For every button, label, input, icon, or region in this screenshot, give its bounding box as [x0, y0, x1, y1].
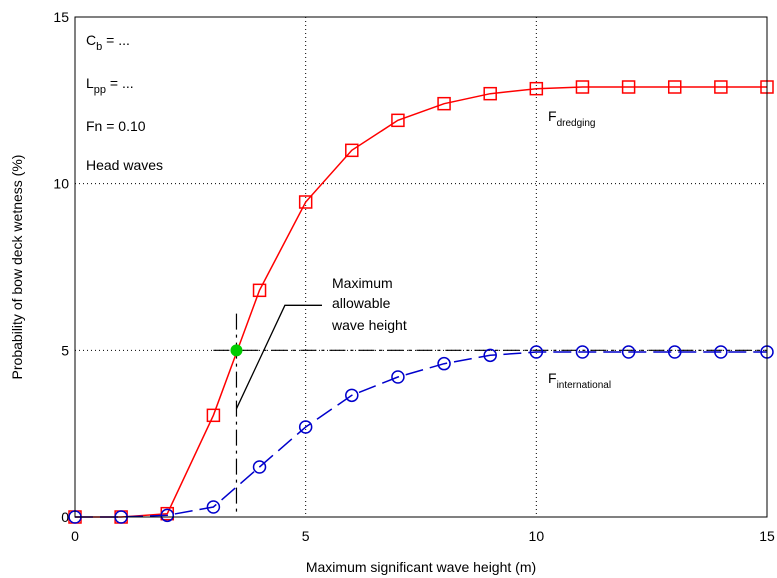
data-point-square [437, 96, 451, 111]
head-waves-annotation: Head waves [86, 157, 163, 173]
data-point-square [483, 86, 497, 101]
x-tick-label: 5 [302, 528, 310, 544]
y-tick-label: 5 [61, 342, 69, 358]
data-point-circle [714, 345, 728, 359]
data-point-square [298, 195, 313, 209]
callout-line-3: wave height [331, 317, 407, 333]
data-point-square [667, 80, 682, 94]
x-tick-label: 0 [71, 528, 79, 544]
x-tick-label: 15 [759, 528, 775, 544]
data-point-circle [206, 500, 221, 514]
data-point-circle [529, 345, 544, 359]
y-tick-label: 15 [53, 9, 69, 25]
data-point-square [714, 80, 728, 94]
data-point-circle [160, 508, 175, 523]
data-point-circle [667, 345, 682, 359]
cb-annotation: Cb = ... [86, 32, 130, 53]
series-group [68, 80, 774, 524]
threshold-lines [213, 304, 767, 517]
data-point-circle [252, 460, 267, 474]
series-line-0 [75, 86, 767, 518]
data-point-circle [298, 420, 313, 434]
callout-line-1: Maximum [332, 275, 393, 291]
data-point-square [529, 81, 544, 96]
data-point-square [575, 80, 590, 94]
y-tick-label: 10 [53, 176, 69, 192]
series-label-international: Finternational [548, 370, 611, 391]
data-point-circle [575, 345, 590, 359]
fn-annotation: Fn = 0.10 [86, 118, 146, 134]
data-point-square [621, 80, 636, 94]
data-point-square [391, 113, 405, 128]
data-point-square [345, 143, 359, 158]
x-axis-label: Maximum significant wave height (m) [306, 559, 536, 575]
series-label-dredging: Fdredging [548, 108, 595, 129]
grid-lines [75, 17, 767, 517]
x-tick-label: 10 [529, 528, 545, 544]
data-point-circle [483, 348, 497, 363]
callout-line-2: allowable [332, 295, 391, 311]
y-tick-label: 0 [61, 509, 69, 525]
plot-frame [74, 16, 768, 518]
data-point-circle [621, 345, 636, 359]
data-point-circle [437, 356, 451, 371]
axis-ticks: 0 5 10 15 0 5 10 15 [53, 9, 775, 544]
data-point-circle [391, 370, 405, 384]
y-axis-label: Probability of bow deck wetness (%) [9, 155, 25, 380]
intersection-point [230, 344, 243, 357]
callout-leader [235, 304, 322, 409]
data-point-circle [345, 388, 359, 403]
data-point-square [206, 408, 221, 423]
data-point-square [252, 283, 267, 298]
lpp-annotation: Lpp = ... [86, 75, 134, 96]
series-line-1 [75, 351, 767, 518]
